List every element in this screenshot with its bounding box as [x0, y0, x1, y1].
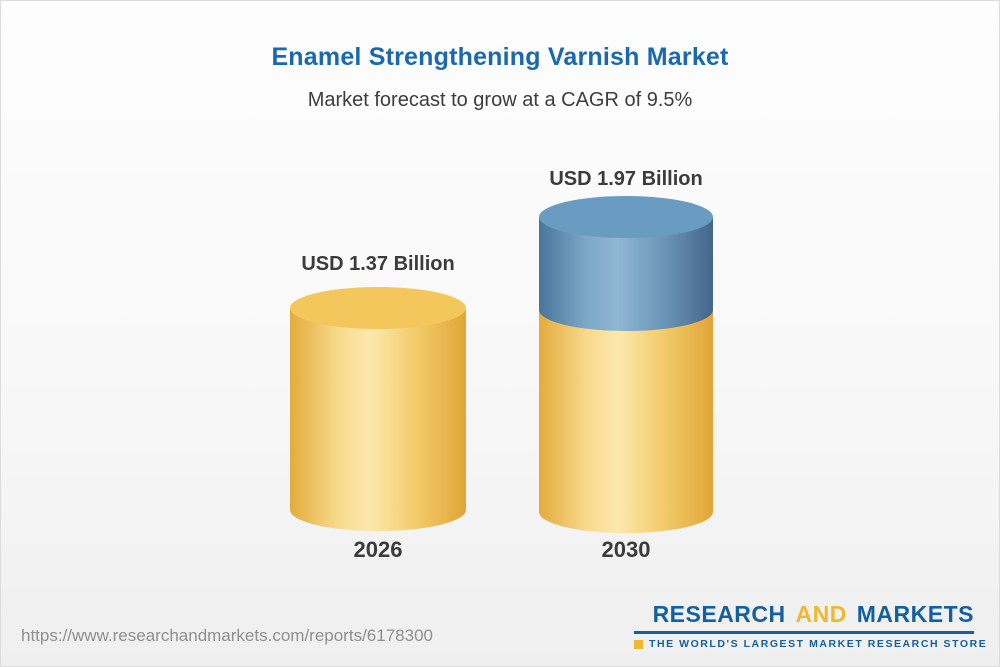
logo-word-and: AND [795, 601, 847, 627]
report-url: https://www.researchandmarkets.com/repor… [21, 626, 433, 645]
gold-square-icon [634, 639, 643, 649]
category-label-2026: 2026 [353, 537, 403, 562]
logo-tagline: THE WORLD'S LARGEST MARKET RESEARCH STOR… [649, 638, 988, 650]
chart-subtitle: Market forecast to grow at a CAGR of 9.5… [307, 89, 693, 111]
value-label-2026: USD 1.37 Billion [301, 253, 455, 275]
bar-2026 [290, 287, 466, 531]
logo-word-research: RESEARCH [652, 601, 786, 627]
logo-tagline-row: THE WORLD'S LARGEST MARKET RESEARCH STOR… [634, 638, 986, 650]
category-label-2030: 2030 [601, 537, 651, 562]
bar-2030-growth-segment [539, 217, 713, 331]
bar-2030 [539, 196, 713, 533]
logo-underline-rule [634, 631, 974, 634]
value-label-2030: USD 1.97 Billion [549, 168, 703, 190]
research-and-markets-logo: RESEARCH AND MARKETS THE WORLD'S LARGEST… [634, 601, 986, 650]
logo-word-markets: MARKETS [856, 601, 974, 627]
bar-2030-base-segment [539, 310, 713, 533]
chart-title: Enamel Strengthening Varnish Market [271, 43, 729, 71]
logo-wordmark: RESEARCH AND MARKETS [634, 601, 974, 628]
